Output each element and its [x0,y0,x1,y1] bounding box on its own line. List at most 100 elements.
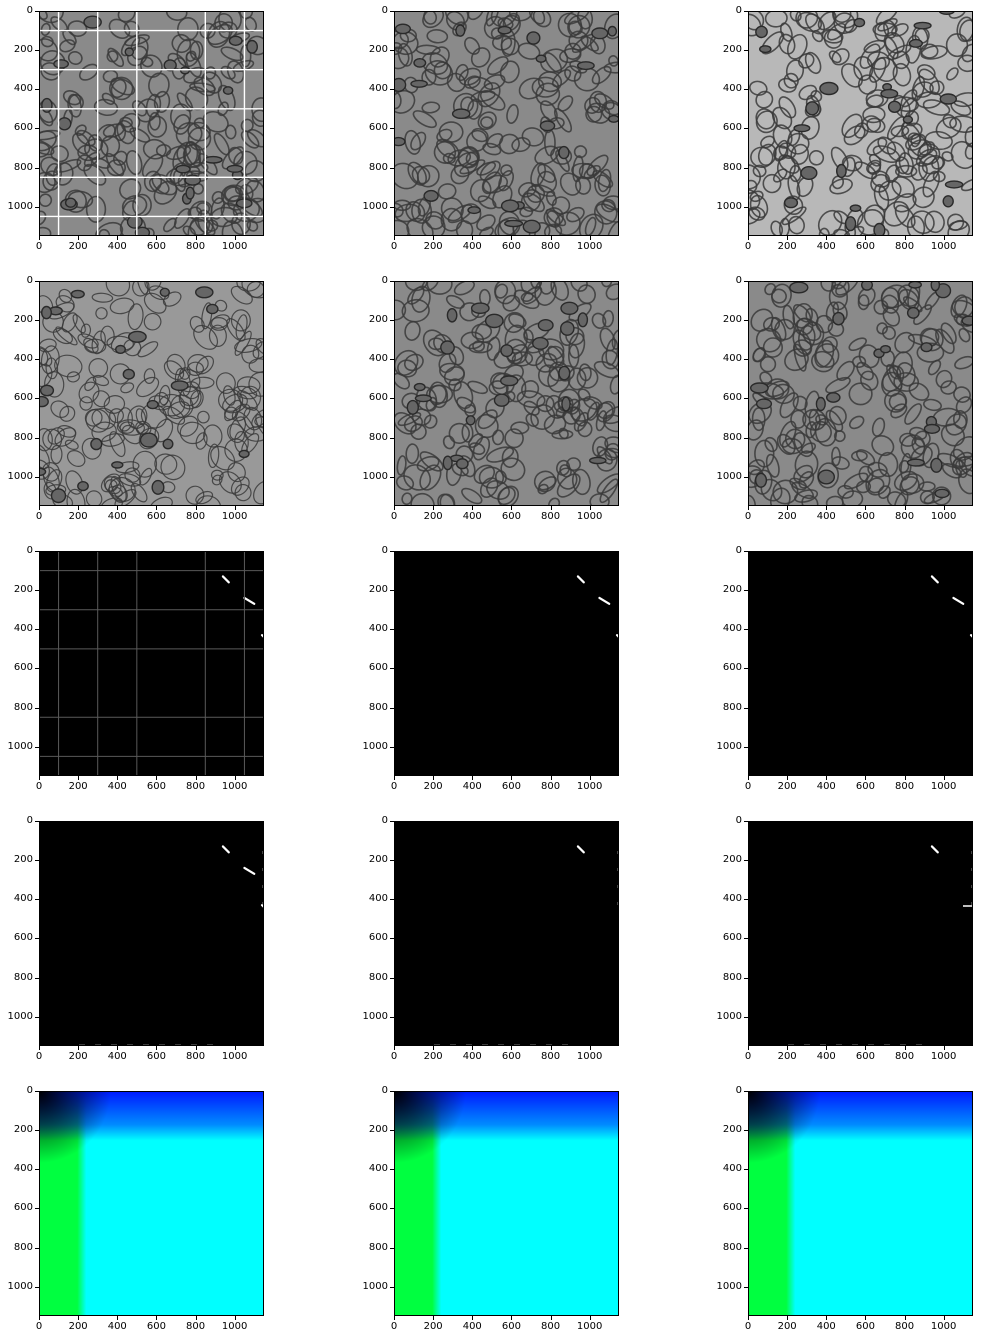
x-tick [39,236,40,240]
panel-r3-c3 [748,551,973,776]
y-tick [744,977,748,979]
panel-image-r2-c1 [39,281,264,506]
y-tick-label: 800 [368,431,388,443]
x-tick-label: 200 [68,1051,88,1062]
y-tick-label: 400 [13,353,33,365]
x-tick-label: 600 [501,511,521,522]
x-tick [156,1046,158,1050]
y-tick [744,707,748,709]
panel-r1-c1 [39,11,264,236]
x-tick [589,776,591,780]
panel-image-r2-c3 [748,281,973,506]
y-tick-label: 600 [13,1202,33,1214]
x-tick-label: 1000 [221,1321,248,1332]
x-tick [748,776,749,780]
y-tick [35,359,39,361]
x-tick-label: 0 [35,781,43,792]
x-tick-label: 200 [423,1321,443,1332]
x-tick-label: 600 [855,1321,875,1332]
y-tick [744,50,748,52]
x-tick [748,1316,749,1320]
y-tick-label: 600 [368,932,388,944]
y-tick [744,1016,748,1018]
x-tick-label: 1000 [930,1321,957,1332]
x-tick [904,236,906,240]
y-tick [35,206,39,208]
y-tick [35,1130,39,1132]
y-tick [35,707,39,709]
x-tick [865,776,867,780]
y-tick-label: 1000 [362,200,388,212]
panel-image-r5-c3 [748,1091,973,1316]
y-tick [390,398,394,400]
y-tick [744,668,748,670]
x-tick-label: 400 [107,511,127,522]
y-tick [35,11,39,12]
x-tick [943,776,945,780]
y-tick [35,167,39,169]
x-tick-label: 200 [68,1321,88,1332]
x-tick [195,1046,197,1050]
y-tick-label: 200 [722,44,742,56]
x-tick [156,236,158,240]
x-tick-label: 200 [777,1051,797,1062]
y-tick [390,359,394,361]
y-tick [35,1247,39,1249]
y-tick-label: 400 [13,623,33,635]
x-tick [865,1046,867,1050]
y-tick [35,590,39,592]
y-tick-label: 400 [13,893,33,905]
y-tick-label: 800 [13,431,33,443]
x-tick-label: 200 [423,781,443,792]
x-tick-label: 400 [462,781,482,792]
x-tick-label: 600 [501,781,521,792]
x-tick-label: 400 [816,781,836,792]
x-tick [787,1046,789,1050]
y-tick-label: 1000 [7,1280,33,1292]
x-tick-label: 0 [390,781,398,792]
x-tick-label: 800 [185,781,206,792]
x-tick [904,1316,906,1320]
x-tick-label: 400 [816,1321,836,1332]
y-tick-label: 600 [368,662,388,674]
x-tick [195,776,197,780]
x-tick-label: 400 [816,241,836,252]
x-tick [943,236,945,240]
y-tick-label: 0 [381,815,388,826]
x-tick [904,506,906,510]
x-tick [472,506,474,510]
x-tick [589,1046,591,1050]
x-tick [550,1046,552,1050]
y-tick [744,1091,748,1092]
y-tick [744,206,748,208]
y-tick-label: 1000 [7,740,33,752]
x-tick [394,506,395,510]
x-tick-label: 0 [35,1051,43,1062]
y-tick-label: 0 [381,1085,388,1096]
x-tick-label: 0 [744,1051,752,1062]
y-tick [35,1286,39,1288]
y-tick [744,899,748,901]
x-tick [78,776,80,780]
y-tick-label: 1000 [7,1010,33,1022]
x-tick-label: 0 [744,781,752,792]
x-tick [78,1046,80,1050]
x-tick-label: 1000 [221,511,248,522]
x-tick [865,236,867,240]
x-tick-label: 0 [35,241,43,252]
y-tick [390,167,394,169]
y-tick [390,1016,394,1018]
y-tick [390,938,394,940]
x-tick [748,1046,749,1050]
y-tick [744,89,748,91]
x-tick [156,506,158,510]
y-tick-label: 800 [722,1241,742,1253]
y-tick [744,1130,748,1132]
x-tick-label: 1000 [576,241,603,252]
y-tick-label: 600 [722,122,742,134]
y-tick [744,590,748,592]
x-tick [826,236,828,240]
x-tick-label: 1000 [576,511,603,522]
y-tick-label: 0 [381,5,388,16]
x-tick-label: 800 [540,781,561,792]
